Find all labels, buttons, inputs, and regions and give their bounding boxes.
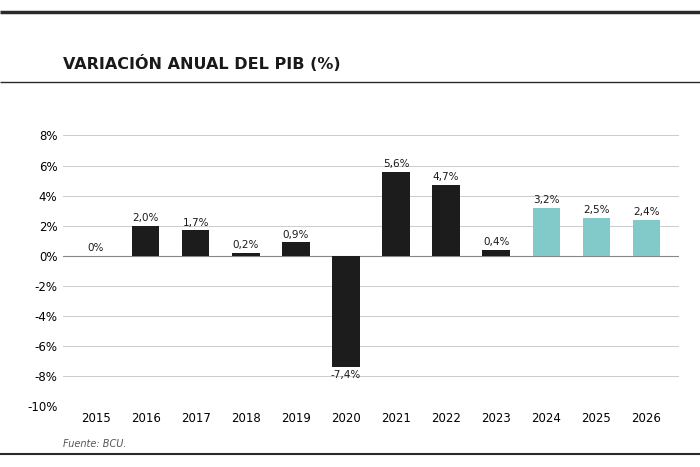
Text: Fuente: BCU.: Fuente: BCU.	[63, 439, 127, 449]
Text: VARIACIÓN ANUAL DEL PIB (%): VARIACIÓN ANUAL DEL PIB (%)	[63, 56, 341, 72]
Bar	[433, 185, 460, 256]
Bar	[232, 253, 260, 256]
Text: 2,0%: 2,0%	[132, 213, 159, 223]
Text: 0,2%: 0,2%	[232, 240, 259, 250]
Bar	[482, 250, 510, 256]
Text: 0%: 0%	[88, 243, 104, 253]
Text: 2,5%: 2,5%	[583, 205, 610, 215]
Text: 5,6%: 5,6%	[383, 159, 410, 169]
Bar	[633, 219, 660, 256]
Bar	[332, 256, 360, 367]
Text: 3,2%: 3,2%	[533, 195, 559, 205]
Text: -7,4%: -7,4%	[331, 370, 361, 380]
Bar	[582, 218, 610, 256]
Text: 0,9%: 0,9%	[283, 230, 309, 240]
Bar	[533, 208, 560, 256]
Text: 4,7%: 4,7%	[433, 172, 459, 183]
Bar	[132, 226, 160, 256]
Bar	[382, 171, 410, 256]
Bar	[282, 242, 309, 256]
Text: 2,4%: 2,4%	[634, 207, 659, 217]
Text: 0,4%: 0,4%	[483, 237, 510, 247]
Bar	[182, 230, 209, 256]
Text: 1,7%: 1,7%	[183, 218, 209, 227]
